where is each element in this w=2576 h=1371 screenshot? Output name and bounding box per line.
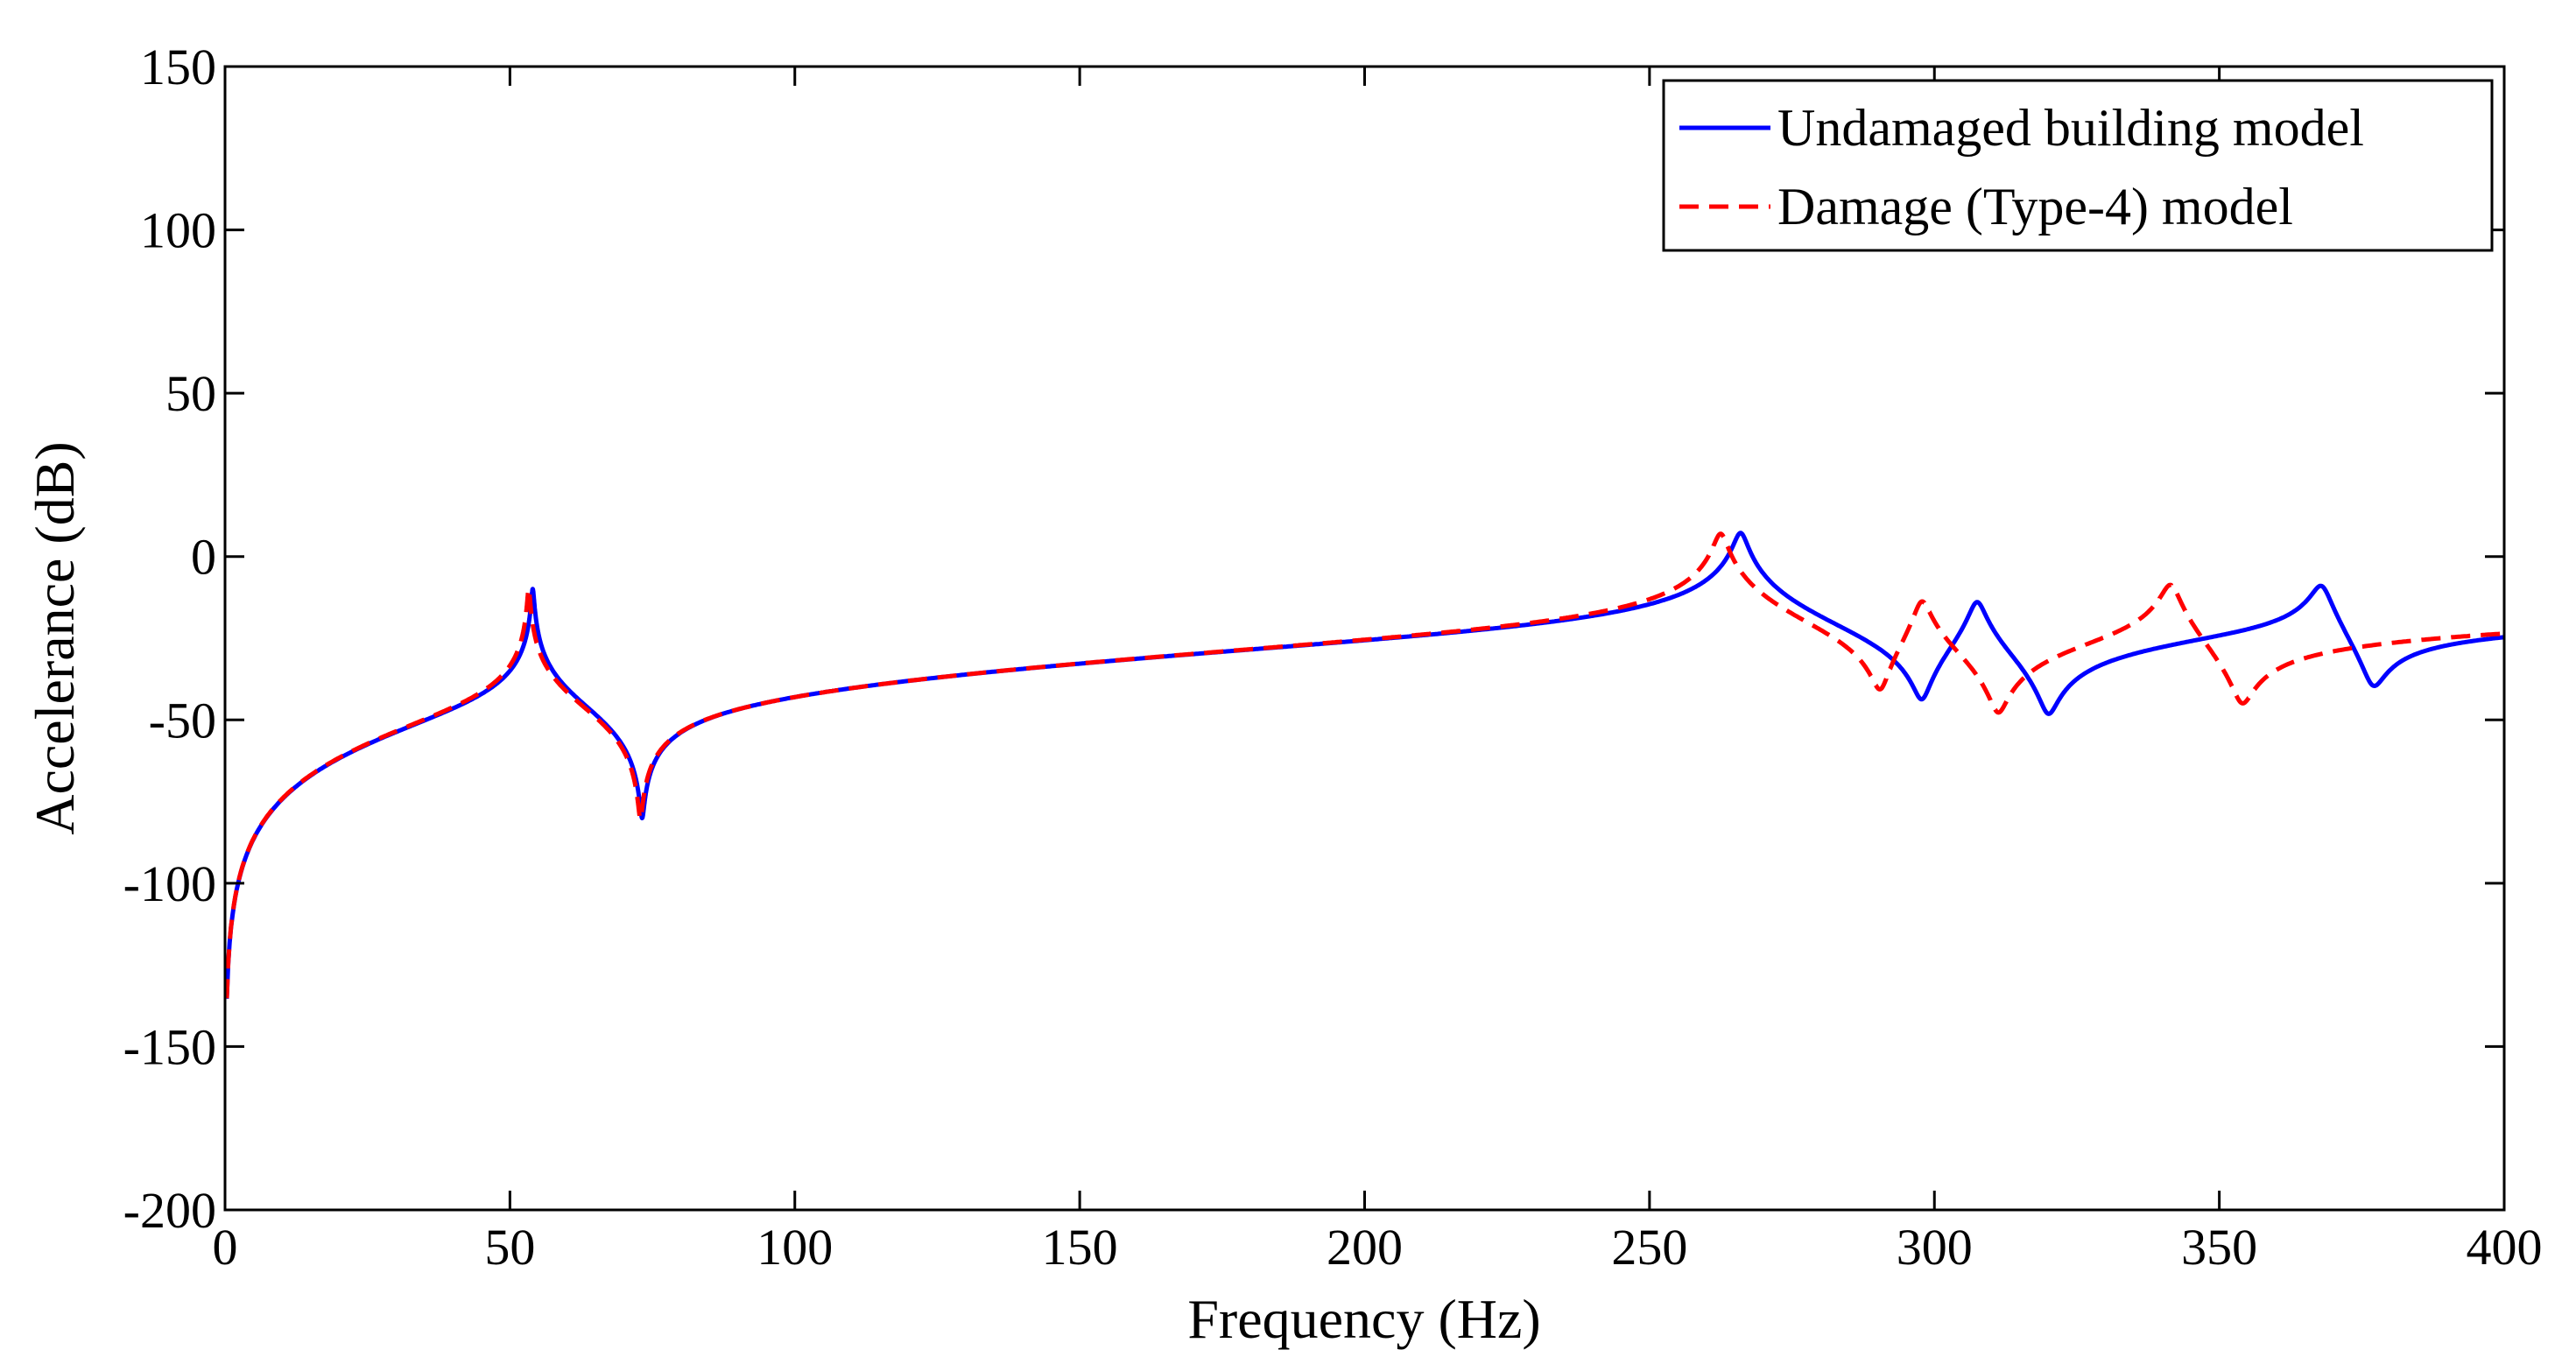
y-tick-label: -100 bbox=[123, 855, 216, 912]
series-line-damage bbox=[225, 531, 2504, 999]
x-tick-label: 250 bbox=[1611, 1219, 1687, 1276]
y-axis-label: Accelerance (dB) bbox=[24, 441, 86, 834]
x-tick-label: 400 bbox=[2467, 1219, 2543, 1276]
y-tick-label: 150 bbox=[140, 39, 216, 95]
x-axis-label: Frequency (Hz) bbox=[1187, 1288, 1540, 1350]
x-tick-label: 150 bbox=[1042, 1219, 1118, 1276]
legend-box bbox=[1662, 79, 2494, 252]
x-tick-label: 100 bbox=[757, 1219, 833, 1276]
x-tick-label: 350 bbox=[2181, 1219, 2257, 1276]
y-tick-label: 0 bbox=[191, 529, 216, 586]
x-tick-label: 200 bbox=[1327, 1219, 1403, 1276]
y-tick-label: -150 bbox=[123, 1018, 216, 1075]
y-tick-label: 100 bbox=[140, 202, 216, 259]
legend-label-damage: Damage (Type-4) model bbox=[1777, 178, 2293, 236]
y-tick-label: -50 bbox=[149, 692, 216, 749]
y-tick-label: -200 bbox=[123, 1182, 216, 1239]
x-tick-label: 50 bbox=[484, 1219, 535, 1276]
x-tick-label: 300 bbox=[1897, 1219, 1973, 1276]
legend: Undamaged building model Damage (Type-4)… bbox=[1662, 79, 2494, 252]
y-tick-label: 50 bbox=[165, 365, 216, 422]
legend-label-undamaged: Undamaged building model bbox=[1777, 99, 2364, 157]
x-tick-label: 0 bbox=[213, 1219, 238, 1276]
